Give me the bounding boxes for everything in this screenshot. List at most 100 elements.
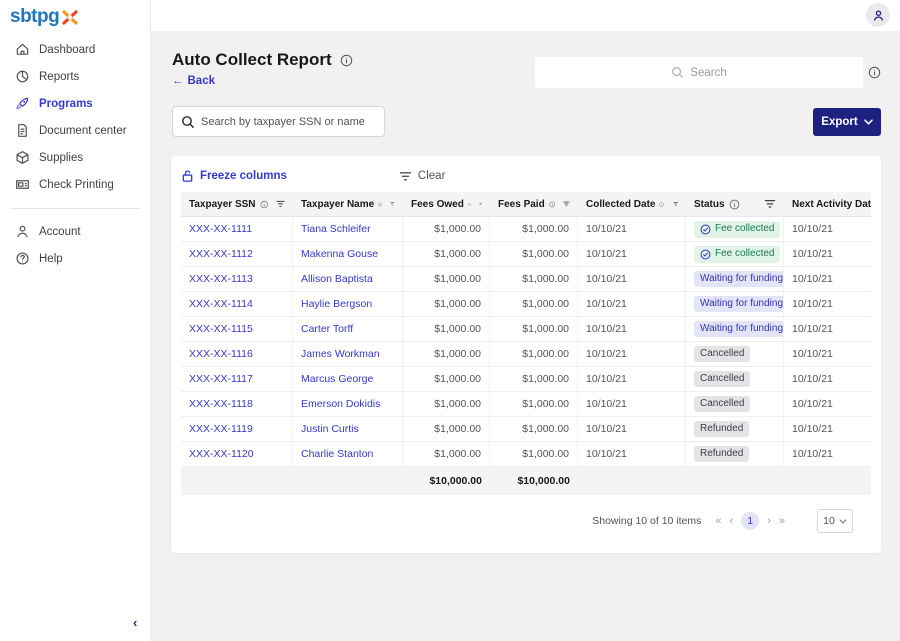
collected-date-cell: 10/10/21 — [578, 367, 686, 391]
user-avatar[interactable] — [866, 3, 890, 27]
taxpayer-ssn-link[interactable]: XXX-XX-1117 — [189, 373, 253, 385]
collected-date-cell: 10/10/21 — [578, 242, 686, 266]
column-header-next-activity-date[interactable]: Next Activity Date — [784, 192, 871, 216]
column-header-fees-paid[interactable]: Fees Paid — [490, 192, 578, 216]
sidebar-collapse-icon[interactable]: ‹ — [128, 613, 142, 632]
pagination-summary: Showing 10 of 10 items — [592, 515, 701, 527]
freeze-columns-button[interactable]: Freeze columns — [181, 169, 287, 183]
export-label: Export — [821, 116, 857, 128]
sidebar-item-label: Help — [39, 253, 63, 265]
fees-paid-cell: $1,000.00 — [490, 392, 578, 416]
status-badge: Cancelled — [694, 371, 750, 387]
filter-icon — [276, 199, 285, 209]
sidebar-item-supplies[interactable]: Supplies — [0, 144, 150, 171]
next-page-icon[interactable]: › — [767, 515, 771, 527]
title-info-icon[interactable] — [340, 54, 353, 67]
taxpayer-name-link[interactable]: Marcus George — [301, 373, 373, 385]
taxpayer-ssn-link[interactable]: XXX-XX-1112 — [189, 248, 253, 260]
person-icon — [872, 9, 885, 22]
global-search-input[interactable]: Search — [535, 57, 863, 88]
fees-owed-cell: $1,000.00 — [403, 442, 490, 466]
column-header-fees-owed[interactable]: Fees Owed — [403, 192, 490, 216]
fees-paid-cell: $1,000.00 — [490, 442, 578, 466]
back-button[interactable]: ← Back — [172, 75, 215, 87]
column-header-taxpayer-ssn[interactable]: Taxpayer SSN — [181, 192, 293, 216]
main-content: Auto Collect Report ← Back Search — [151, 31, 900, 641]
global-search-placeholder: Search — [690, 67, 726, 79]
taxpayer-ssn-link[interactable]: XXX-XX-1118 — [189, 398, 253, 410]
taxpayer-name-link[interactable]: Charlie Stanton — [301, 448, 373, 460]
clear-filters-button[interactable]: Clear — [399, 170, 445, 182]
taxpayer-ssn-link[interactable]: XXX-XX-1114 — [189, 298, 253, 310]
taxpayer-name-link[interactable]: James Workman — [301, 348, 380, 360]
check-circle-icon — [700, 224, 711, 235]
status-badge: Refunded — [694, 446, 749, 462]
document-icon — [14, 123, 30, 139]
sidebar-item-label: Supplies — [39, 152, 83, 164]
taxpayer-ssn-link[interactable]: XXX-XX-1116 — [189, 348, 253, 360]
sidebar-item-document-center[interactable]: Document center — [0, 117, 150, 144]
next-activity-date-cell: 10/10/21 — [784, 342, 871, 366]
sidebar-item-reports[interactable]: Reports — [0, 63, 150, 90]
sidebar-item-account[interactable]: Account — [0, 218, 150, 245]
table-header-row: Taxpayer SSN Taxpayer Name Fees Owed — [181, 192, 871, 217]
info-icon — [468, 199, 471, 210]
table-body: XXX-XX-1111 Tiana Schleifer $1,000.00 $1… — [181, 217, 871, 467]
report-card: Freeze columns Clear Taxpayer SSN — [171, 156, 881, 553]
taxpayer-name-link[interactable]: Emerson Dokidis — [301, 398, 380, 410]
status-badge: Refunded — [694, 421, 749, 437]
sidebar-item-programs[interactable]: Programs — [0, 90, 150, 117]
filter-icon — [390, 199, 395, 209]
collected-date-cell: 10/10/21 — [578, 392, 686, 416]
table-row: XXX-XX-1115 Carter Torff $1,000.00 $1,00… — [181, 317, 871, 342]
export-button[interactable]: Export — [813, 108, 881, 136]
table-row: XXX-XX-1117 Marcus George $1,000.00 $1,0… — [181, 367, 871, 392]
fees-owed-cell: $1,000.00 — [403, 417, 490, 441]
last-page-icon[interactable]: » — [779, 515, 785, 527]
taxpayer-name-link[interactable]: Tiana Schleifer — [301, 223, 371, 235]
logo[interactable]: sbtpg — [0, 0, 150, 28]
column-header-status[interactable]: Status — [686, 192, 784, 216]
status-cell: Fee collected — [686, 217, 784, 241]
page-size-select[interactable]: 10 — [817, 509, 853, 533]
taxpayer-ssn-link[interactable]: XXX-XX-1111 — [189, 223, 252, 235]
fees-paid-cell: $1,000.00 — [490, 367, 578, 391]
filter-icon — [673, 199, 679, 209]
taxpayer-ssn-link[interactable]: XXX-XX-1119 — [189, 423, 253, 435]
sidebar-item-check-printing[interactable]: Check Printing — [0, 171, 150, 198]
fees-paid-cell: $1,000.00 — [490, 417, 578, 441]
fees-owed-cell: $1,000.00 — [403, 392, 490, 416]
sidebar-item-help[interactable]: Help — [0, 245, 150, 272]
check-printing-icon — [14, 177, 30, 193]
taxpayer-name-link[interactable]: Carter Torff — [301, 323, 353, 335]
filter-icon — [764, 199, 776, 209]
current-page-button[interactable]: 1 — [741, 512, 759, 530]
fees-owed-cell: $1,000.00 — [403, 367, 490, 391]
sidebar-item-dashboard[interactable]: Dashboard — [0, 36, 150, 63]
search-info-icon[interactable] — [868, 66, 881, 79]
column-header-taxpayer-name[interactable]: Taxpayer Name — [293, 192, 403, 216]
search-icon — [181, 115, 195, 129]
column-header-collected-date[interactable]: Collected Date — [578, 192, 686, 216]
table-search-input[interactable] — [201, 116, 376, 128]
taxpayer-ssn-link[interactable]: XXX-XX-1120 — [189, 448, 254, 460]
next-activity-date-cell: 10/10/21 — [784, 317, 871, 341]
fees-owed-cell: $1,000.00 — [403, 217, 490, 241]
status-badge: Cancelled — [694, 346, 750, 362]
taxpayer-ssn-link[interactable]: XXX-XX-1115 — [189, 323, 253, 335]
first-page-icon[interactable]: « — [715, 515, 721, 527]
taxpayer-name-link[interactable]: Makenna Gouse — [301, 248, 378, 260]
check-circle-icon — [700, 249, 711, 260]
taxpayer-name-link[interactable]: Justin Curtis — [301, 423, 359, 435]
previous-page-icon[interactable]: ‹ — [730, 515, 734, 527]
status-cell: Waiting for funding — [686, 267, 784, 291]
help-icon — [14, 251, 30, 267]
taxpayer-ssn-link[interactable]: XXX-XX-1113 — [189, 273, 253, 285]
taxpayer-name-link[interactable]: Haylie Bergson — [301, 298, 372, 310]
next-activity-date-cell: 10/10/21 — [784, 442, 871, 466]
status-badge: Cancelled — [694, 396, 750, 412]
taxpayer-name-link[interactable]: Allison Baptista — [301, 273, 373, 285]
status-cell: Cancelled — [686, 342, 784, 366]
collected-date-cell: 10/10/21 — [578, 442, 686, 466]
sidebar-divider — [10, 208, 140, 209]
